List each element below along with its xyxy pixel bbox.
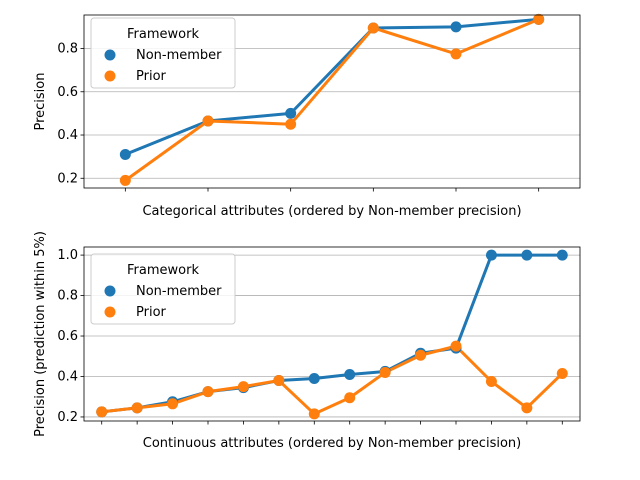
data-point: [556, 249, 568, 261]
y-axis-label: Precision: [33, 72, 48, 130]
legend-title: Framework: [127, 27, 199, 42]
data-point: [167, 398, 179, 410]
chart-panel-1: 0.2 0.4 0.6 0.8 Categorical attributes (orde…: [33, 13, 581, 219]
data-point: [96, 406, 108, 418]
legend-marker: [104, 285, 116, 297]
y-tick-label: 0.2: [57, 410, 78, 425]
legend-entry: Prior: [136, 305, 167, 320]
data-point: [379, 366, 391, 378]
legend-box: [90, 253, 236, 325]
data-point: [556, 367, 568, 379]
y-tick-label: 0.6: [57, 329, 78, 344]
data-point: [450, 21, 462, 33]
data-point: [344, 368, 356, 380]
data-point: [119, 174, 131, 186]
data-point: [450, 340, 462, 352]
legend-title: Framework: [127, 263, 199, 278]
legend-box: [90, 17, 236, 89]
data-point: [415, 349, 427, 361]
data-point: [485, 249, 497, 261]
legend-marker: [104, 306, 116, 318]
y-tick-label: 0.4: [57, 369, 78, 384]
series-line-prior: [124, 17, 540, 182]
y-tick-label: 0.6: [57, 85, 78, 100]
axes-frame: [83, 246, 581, 422]
data-point: [485, 376, 497, 388]
series-line-non-member: [124, 17, 539, 156]
y-tick-label: 0.8: [57, 42, 78, 57]
data-point: [308, 408, 320, 420]
legend-marker: [104, 70, 116, 82]
y-tick-label: 0.4: [57, 128, 78, 143]
chart-panel-2: 0.2 0.4 0.6 0.8 1.0 Continuous attributes (or…: [33, 231, 581, 451]
data-point: [521, 249, 533, 261]
y-tick-label: 0.8: [57, 289, 78, 304]
y-axis-label: Precision (prediction within 5%): [33, 231, 48, 437]
data-point: [308, 373, 320, 385]
y-tick-label: 0.2: [57, 171, 78, 186]
x-axis-label: Categorical attributes (ordered by Non-m…: [142, 204, 521, 219]
y-tick-label: 1.0: [57, 248, 78, 263]
data-point: [202, 115, 214, 127]
series-line-non-member: [101, 253, 563, 414]
legend-entry: Non-member: [136, 48, 222, 63]
data-point: [450, 48, 462, 60]
legend: Framework Non-member Prior: [90, 17, 236, 89]
data-point: [521, 402, 533, 414]
data-point: [285, 118, 297, 130]
data-point: [285, 107, 297, 119]
data-point: [119, 148, 131, 160]
series-line-prior: [101, 344, 564, 416]
data-point: [237, 381, 249, 393]
axes-frame: [83, 14, 581, 189]
legend-marker: [104, 49, 116, 61]
data-point: [533, 13, 545, 25]
legend-entry: Prior: [136, 69, 167, 84]
data-point: [202, 386, 214, 398]
data-point: [344, 392, 356, 404]
legend: Framework Non-member Prior: [90, 253, 236, 325]
x-axis-label: Continuous attributes (ordered by Non-me…: [143, 436, 521, 451]
legend-entry: Non-member: [136, 284, 222, 299]
data-point: [367, 22, 379, 34]
data-point: [273, 375, 285, 387]
data-point: [131, 402, 143, 414]
